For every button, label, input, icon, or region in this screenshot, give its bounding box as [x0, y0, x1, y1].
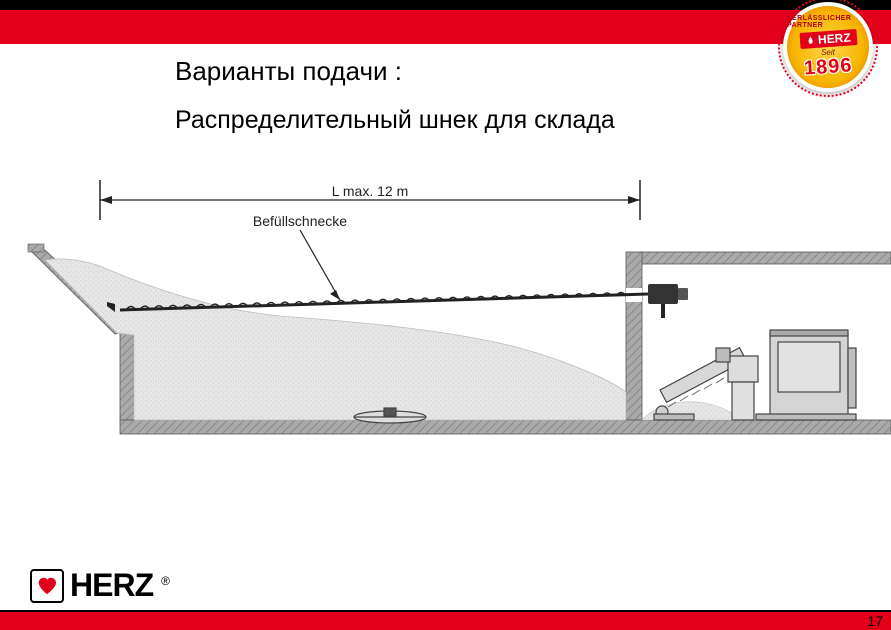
left-wall [120, 330, 134, 420]
dimension-label: L max. 12 m [332, 183, 409, 199]
registered-mark: ® [161, 574, 170, 588]
flame-icon [805, 35, 815, 45]
footer-band [0, 610, 891, 630]
part-label: Befüllschnecke [253, 213, 347, 229]
footer-brand-text: HERZ [70, 567, 153, 604]
header-stripe-top [0, 0, 891, 10]
brand-badge: VERLÄSSLICHER PARTNER HERZ Seit 1896 [783, 2, 873, 92]
page-number: 17 [867, 613, 883, 629]
dimension-line: L max. 12 m [100, 180, 640, 220]
part-label-group: Befüllschnecke [253, 213, 347, 300]
ceiling-right [640, 252, 891, 264]
badge-year: 1896 [803, 55, 853, 78]
header-stripe-main [0, 10, 891, 44]
page-title: Варианты подачи : [175, 56, 402, 87]
page-subtitle: Распределительный шнек для склада [175, 106, 615, 135]
badge-brand-box: HERZ [799, 29, 857, 49]
right-wall [626, 252, 642, 420]
header-band: VERLÄSSLICHER PARTNER HERZ Seit 1896 [0, 0, 891, 44]
footer-brand: HERZ ® [30, 567, 170, 604]
heart-icon [30, 569, 64, 603]
floor [120, 420, 891, 434]
badge-brand-text: HERZ [817, 30, 851, 46]
feed-diagram: L max. 12 m Befüllschnecke [0, 180, 891, 470]
badge-arc-text: VERLÄSSLICHER PARTNER [787, 15, 869, 29]
